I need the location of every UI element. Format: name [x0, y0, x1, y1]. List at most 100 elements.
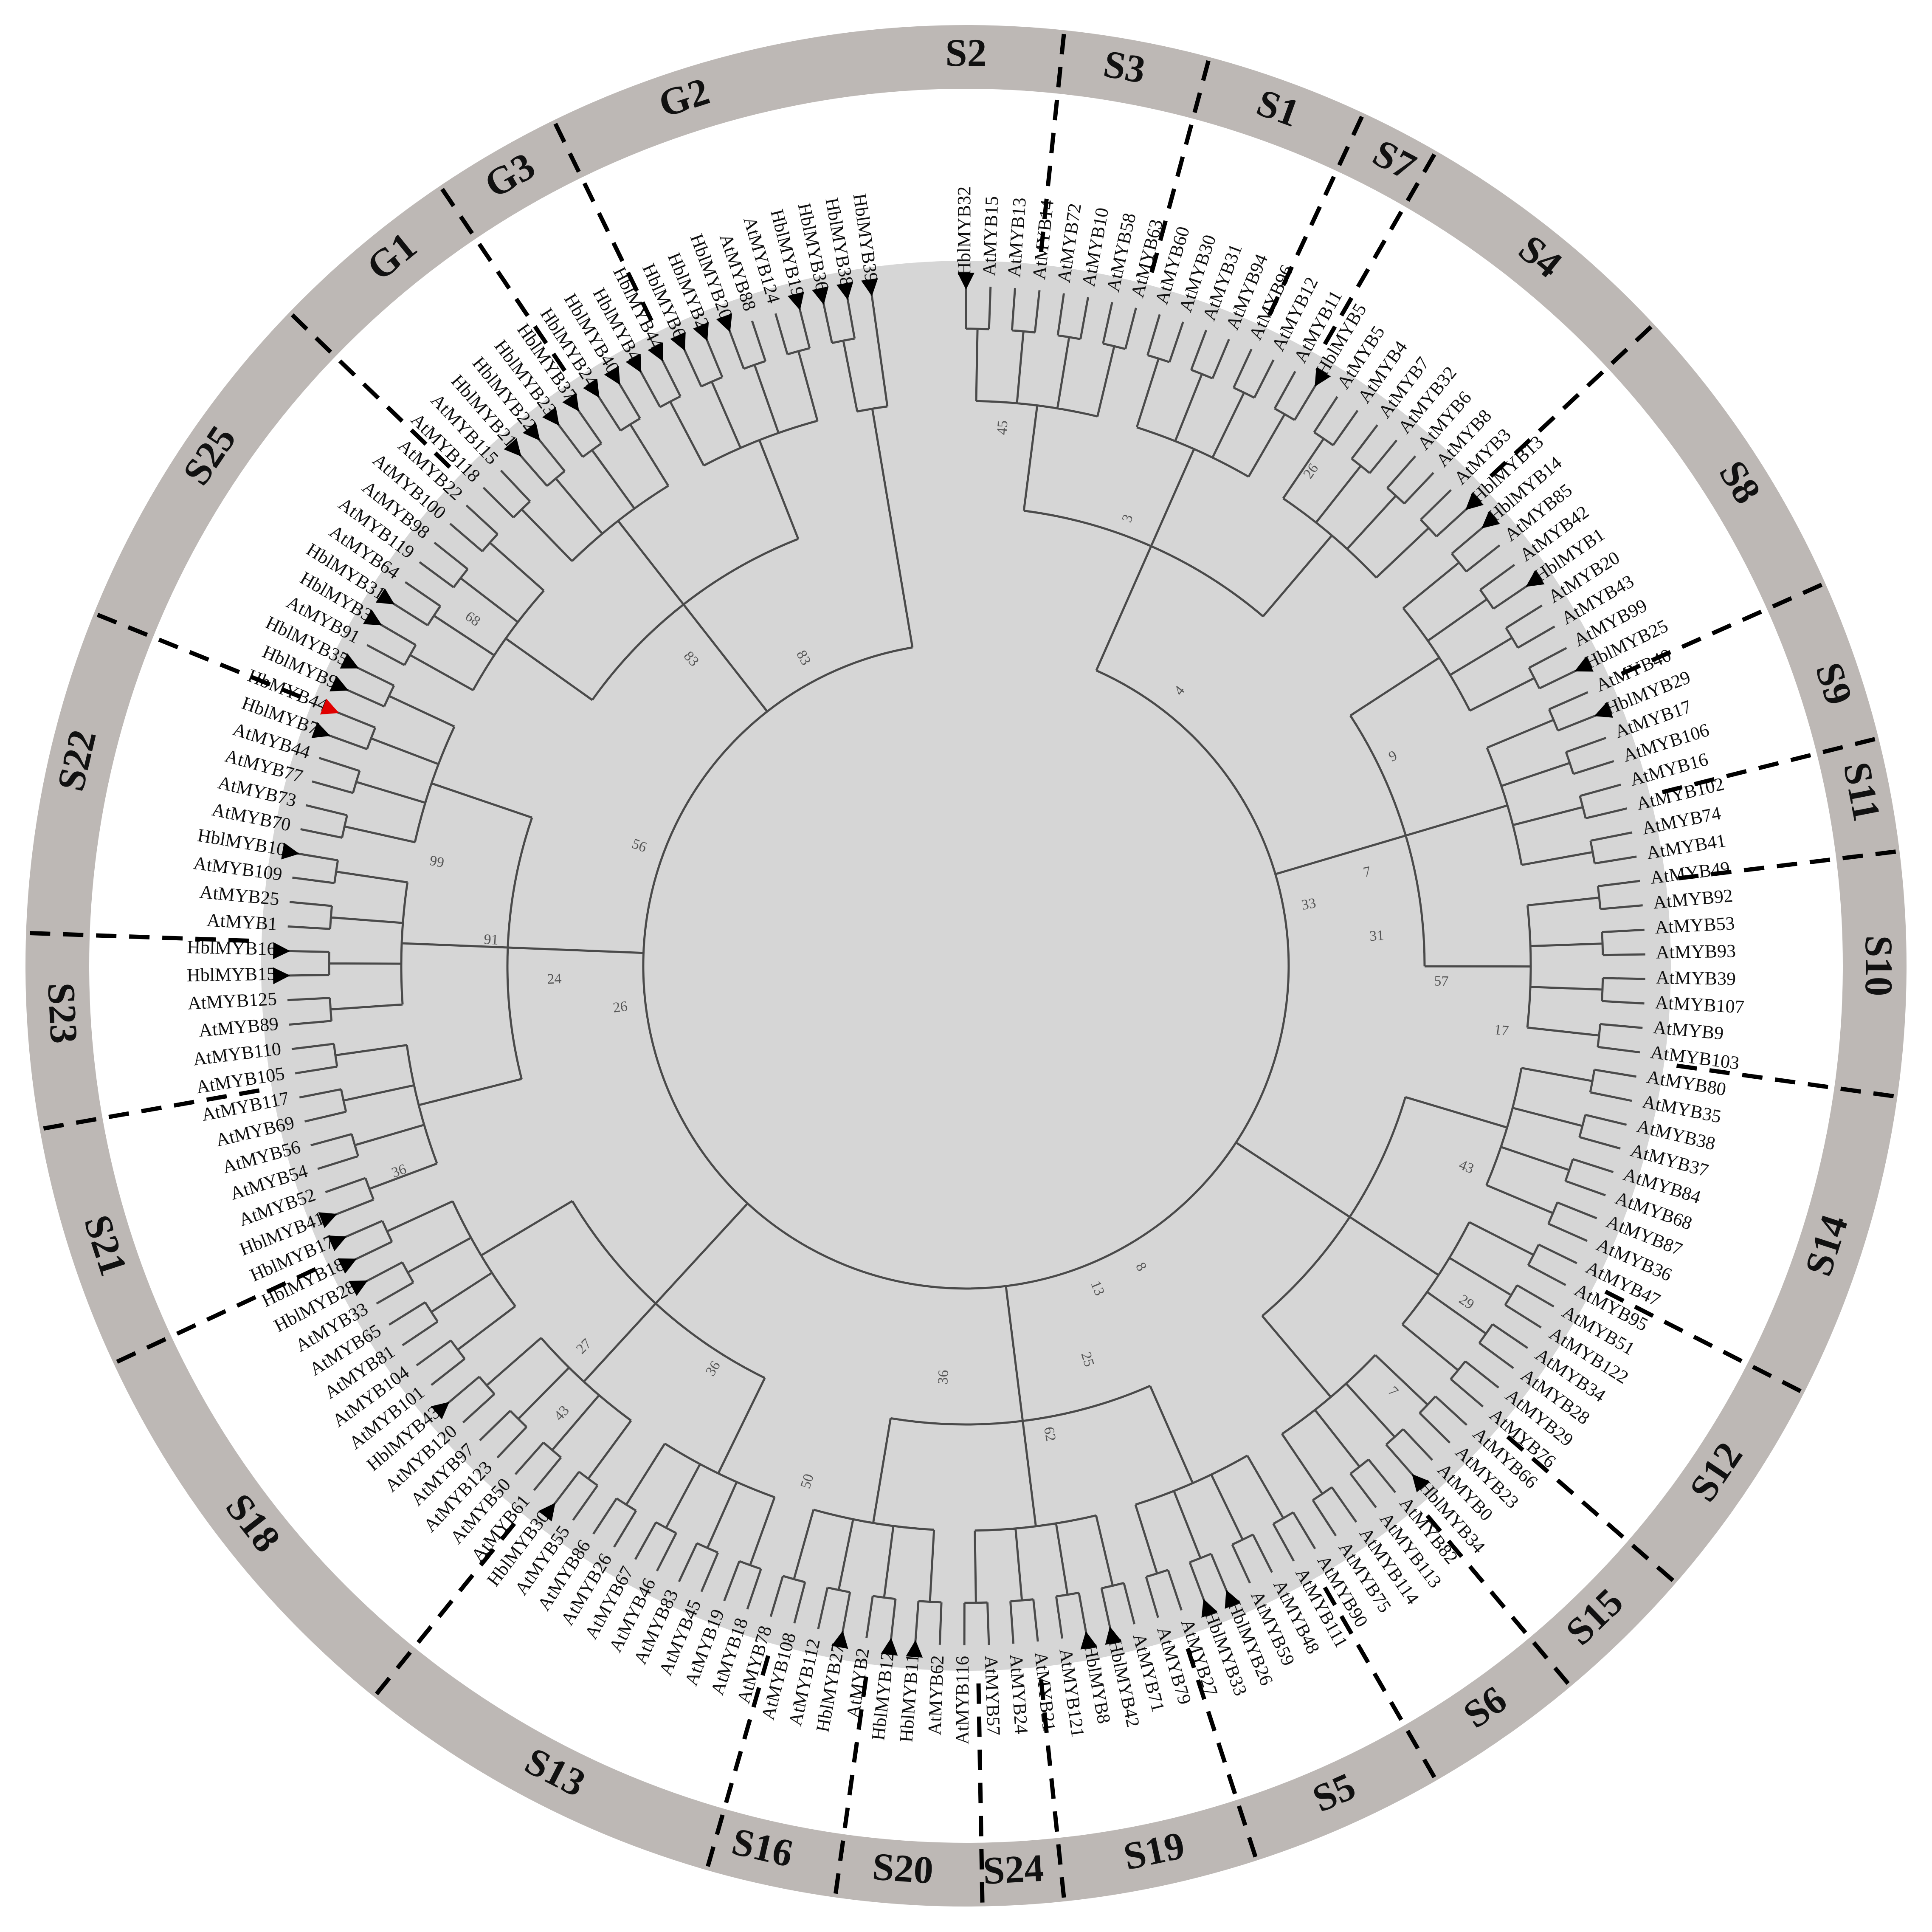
group-divider [1149, 56, 1212, 273]
hbl-markers [273, 273, 1613, 1658]
bootstrap-value: 24 [547, 971, 562, 987]
hbl-marker [273, 967, 290, 984]
group-divider [1425, 1514, 1572, 1688]
leaf-label: AtMYB57 [981, 1655, 1004, 1736]
hbl-marker [861, 278, 878, 296]
leaf-label: AtMYB53 [1654, 913, 1735, 938]
tree-branches [287, 286, 1645, 1646]
hbl-marker [1105, 1626, 1122, 1645]
hbl-marker [281, 843, 299, 860]
hbl-marker [1526, 570, 1545, 587]
leaf-label: AtMYB93 [1656, 941, 1736, 963]
hbl-marker [1412, 1474, 1430, 1492]
hbl-marker [375, 588, 395, 605]
group-label: S2 [945, 31, 986, 74]
bootstrap-value: 57 [1434, 973, 1449, 989]
group-divider [1039, 30, 1067, 252]
hbl-marker [604, 366, 620, 385]
leaf-label: HblMYB32 [954, 186, 974, 276]
hbl-marker [311, 722, 330, 738]
hbl-marker [906, 1640, 923, 1658]
hbl-marker [542, 407, 560, 426]
branch-lines [287, 286, 1645, 1646]
bootstrap-value: 33 [1300, 895, 1317, 913]
group-divider [833, 1676, 868, 1898]
group-divider [1186, 1647, 1259, 1861]
group-label: S24 [982, 1846, 1045, 1893]
bootstrap-value: 36 [935, 1370, 952, 1385]
outer-group-ring [25, 25, 1907, 1907]
hbl-marker [523, 422, 540, 441]
bootstrap-value: 17 [1493, 1022, 1510, 1039]
leaf-label: AtMYB39 [1656, 967, 1736, 989]
group-divider [372, 1522, 516, 1698]
hbl-marker [431, 1402, 450, 1419]
group-dividers [26, 30, 1900, 1907]
hbl-marker [1080, 1631, 1097, 1650]
group-divider [93, 611, 301, 699]
group-divider [1323, 1586, 1438, 1782]
tree-background-disc [261, 261, 1671, 1671]
group-divider [1039, 1679, 1067, 1902]
hbl-marker [1465, 492, 1484, 510]
group-divider [1506, 1435, 1677, 1585]
group-label: S20 [871, 1845, 935, 1892]
hbl-marker [787, 292, 804, 310]
group-divider [704, 1655, 771, 1871]
leaf-label: HblMYB15 [187, 963, 276, 985]
group-divider [438, 184, 567, 372]
group-divider [976, 1683, 985, 1907]
hbl-marker [716, 313, 732, 333]
bootstrap-value: 91 [484, 931, 499, 948]
hbl-marker [1225, 1590, 1241, 1609]
group-divider [39, 1088, 260, 1131]
leaf-label: AtMYB116 [952, 1656, 973, 1745]
bootstrap-value: 26 [612, 998, 628, 1016]
bootstrap-value: 45 [994, 420, 1011, 435]
hbl-marker [340, 653, 359, 669]
highlight-marker [320, 699, 339, 715]
hbl-marker [327, 1235, 347, 1251]
hbl-marker [273, 942, 290, 959]
hbl-marker [1574, 656, 1594, 672]
hbl-marker [812, 286, 829, 305]
leaf-label: AtMYB15 [979, 196, 1003, 276]
hbl-marker [1481, 511, 1500, 529]
group-divider [1267, 112, 1366, 316]
hbl-marker [363, 609, 382, 626]
group-divider [1323, 150, 1438, 345]
group-divider [1678, 849, 1900, 880]
group-label: S3 [1101, 42, 1149, 91]
leaf-label: AtMYB107 [1654, 992, 1745, 1018]
group-divider [552, 119, 653, 322]
hbl-marker [338, 1258, 357, 1274]
group-divider [1604, 1289, 1805, 1395]
hbl-marker [648, 342, 663, 361]
bootstrap-value: 99 [428, 853, 445, 871]
hbl-marker [349, 1280, 368, 1296]
hbl-marker [836, 282, 853, 300]
hbl-marker [958, 273, 974, 290]
group-divider [1662, 736, 1879, 795]
hbl-marker [1315, 367, 1331, 387]
bootstrap-value: 62 [1041, 1426, 1059, 1443]
group-divider [26, 931, 249, 943]
bootstrap-value: 31 [1369, 928, 1384, 944]
group-divider [1489, 322, 1656, 478]
leaf-label: AtMYB1 [206, 910, 278, 935]
hbl-marker [538, 1503, 555, 1522]
group-label: S10 [1857, 935, 1901, 996]
hbl-marker [670, 332, 686, 351]
hbl-marker [881, 1638, 898, 1656]
hbl-marker [625, 354, 642, 373]
hbl-marker [693, 322, 709, 341]
hbl-marker [583, 379, 600, 398]
hbl-marker [318, 1212, 338, 1228]
group-divider [113, 1267, 317, 1365]
hbl-marker [831, 1630, 848, 1649]
group-divider [1620, 581, 1826, 676]
hbl-marker [1201, 1599, 1217, 1618]
leaf-label: AtMYB125 [187, 988, 277, 1014]
group-label: S23 [39, 982, 86, 1044]
